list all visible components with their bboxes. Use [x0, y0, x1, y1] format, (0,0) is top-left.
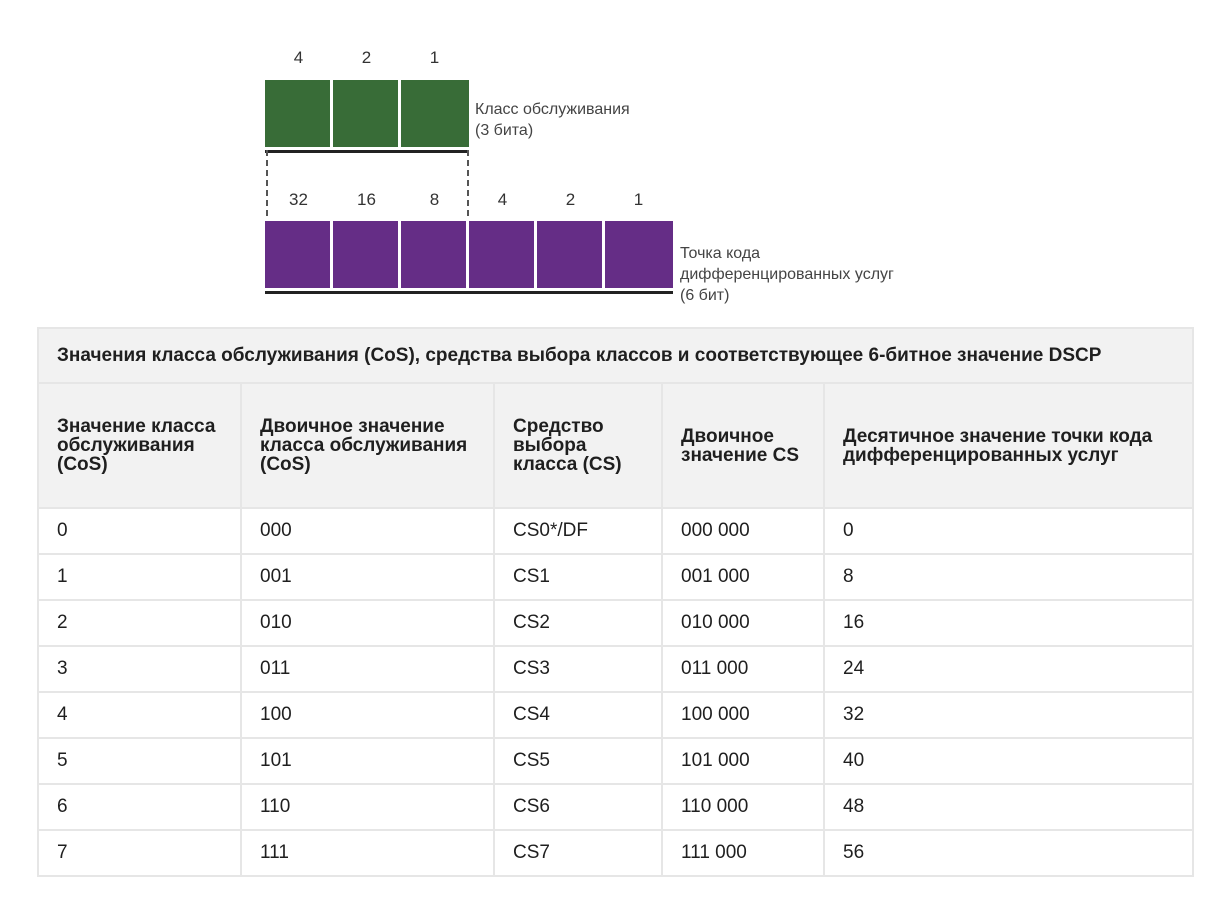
table-title-row: Значения класса обслуживания (CoS), сред…	[36, 327, 1195, 384]
class-selector-cell: CS4	[493, 691, 663, 739]
cos-binary-cell: 100	[240, 691, 495, 739]
dscp-bit-label: 2	[565, 190, 576, 209]
cos-dscp-table-container: Значения класса обслуживания (CoS), сред…	[36, 327, 1195, 877]
cos-binary-cell: 101	[240, 737, 495, 785]
cos-bit-label: 2	[361, 48, 372, 67]
column-header-dscp-decimal: Десятичное значение точки кода дифференц…	[822, 382, 1195, 509]
column-header-cos-binary: Двоичное значение класса обслуживания (C…	[240, 382, 495, 509]
dscp-bit-cell	[469, 221, 536, 288]
cos-caption: Класс обслуживания (3 бита)	[475, 99, 630, 141]
cs-binary-cell: 110 000	[661, 783, 825, 831]
dscp-bit-label: 16	[357, 190, 376, 209]
class-selector-cell: CS3	[493, 645, 663, 693]
cos-value-cell: 7	[37, 829, 242, 877]
dscp-bit-label: 4	[497, 190, 508, 209]
table-row: 1 001 CS1 001 000 8	[37, 553, 1195, 601]
cos-caption-line: (3 бита)	[475, 122, 534, 139]
cos-binary-cell: 011	[240, 645, 495, 693]
cos-value-cell: 5	[37, 737, 242, 785]
cos-value-cell: 1	[37, 553, 242, 601]
cos-value-cell: 4	[37, 691, 242, 739]
mapping-dashed-line-right	[467, 150, 469, 216]
cos-binary-cell: 000	[240, 507, 495, 555]
table-row: 3 011 CS3 011 000 24	[37, 645, 1195, 693]
cos-binary-cell: 110	[240, 783, 495, 831]
cos-bit-bar	[265, 80, 469, 153]
cos-value-cell: 2	[37, 599, 242, 647]
class-selector-cell: CS7	[493, 829, 663, 877]
cos-binary-cell: 010	[240, 599, 495, 647]
dscp-bit-cell	[333, 221, 400, 288]
dscp-decimal-cell: 56	[822, 829, 1195, 877]
cos-bit-label: 1	[429, 48, 440, 67]
dscp-decimal-cell: 8	[822, 553, 1195, 601]
cos-value-cell: 3	[37, 645, 242, 693]
column-header-cos: Значение класса обслуживания (CoS)	[37, 382, 242, 509]
table-header-row: Значение класса обслуживания (CoS) Двоич…	[37, 382, 1195, 509]
cs-binary-cell: 011 000	[661, 645, 825, 693]
class-selector-cell: CS1	[493, 553, 663, 601]
cos-value-cell: 0	[37, 507, 242, 555]
dscp-bit-cell	[537, 221, 604, 288]
table-row: 2 010 CS2 010 000 16	[37, 599, 1195, 647]
cos-bit-cell	[265, 80, 332, 147]
table-row: 4 100 CS4 100 000 32	[37, 691, 1195, 739]
dscp-bit-cell	[605, 221, 673, 288]
cos-bit-cell	[333, 80, 400, 147]
dscp-bit-cell	[401, 221, 468, 288]
column-header-cs-binary: Двоичное значение CS	[661, 382, 825, 509]
cos-binary-cell: 001	[240, 553, 495, 601]
cs-binary-cell: 101 000	[661, 737, 825, 785]
bit-field-diagram: 4 2 1 Класс обслуживания (3 бита) 32 16 …	[0, 0, 1227, 325]
dscp-bit-label: 32	[289, 190, 308, 209]
cs-binary-cell: 000 000	[661, 507, 825, 555]
class-selector-cell: CS5	[493, 737, 663, 785]
class-selector-cell: CS2	[493, 599, 663, 647]
cos-dscp-table: Значения класса обслуживания (CoS), сред…	[36, 327, 1195, 877]
table-row: 7 111 CS7 111 000 56	[37, 829, 1195, 877]
column-header-class-selector: Средство выбора класса (CS)	[493, 382, 663, 509]
table-row: 5 101 CS5 101 000 40	[37, 737, 1195, 785]
dscp-decimal-cell: 0	[822, 507, 1195, 555]
cos-bit-cell	[401, 80, 469, 147]
dscp-bit-label: 1	[633, 190, 644, 209]
cs-binary-cell: 100 000	[661, 691, 825, 739]
cos-bit-label: 4	[293, 48, 304, 67]
dscp-bit-bar	[265, 221, 673, 294]
cs-binary-cell: 010 000	[661, 599, 825, 647]
cos-binary-cell: 111	[240, 829, 495, 877]
dscp-decimal-cell: 24	[822, 645, 1195, 693]
dscp-decimal-cell: 16	[822, 599, 1195, 647]
cos-caption-line: Класс обслуживания	[475, 101, 630, 118]
cos-value-cell: 6	[37, 783, 242, 831]
class-selector-cell: CS6	[493, 783, 663, 831]
cs-binary-cell: 111 000	[661, 829, 825, 877]
table-row: 0 000 CS0*/DF 000 000 0	[37, 507, 1195, 555]
dscp-bit-label: 8	[429, 190, 440, 209]
table-title: Значения класса обслуживания (CoS), сред…	[36, 327, 1195, 384]
cs-binary-cell: 001 000	[661, 553, 825, 601]
dscp-caption-line: Точка кода	[680, 245, 761, 262]
dscp-decimal-cell: 40	[822, 737, 1195, 785]
table-row: 6 110 CS6 110 000 48	[37, 783, 1195, 831]
dscp-caption-line: дифференцированных услуг	[680, 266, 894, 283]
mapping-dashed-line-left	[266, 150, 268, 216]
dscp-bit-cell	[265, 221, 332, 288]
dscp-caption-line: (6 бит)	[680, 287, 730, 304]
dscp-decimal-cell: 32	[822, 691, 1195, 739]
dscp-caption: Точка кода дифференцированных услуг (6 б…	[680, 243, 894, 306]
class-selector-cell: CS0*/DF	[493, 507, 663, 555]
dscp-decimal-cell: 48	[822, 783, 1195, 831]
